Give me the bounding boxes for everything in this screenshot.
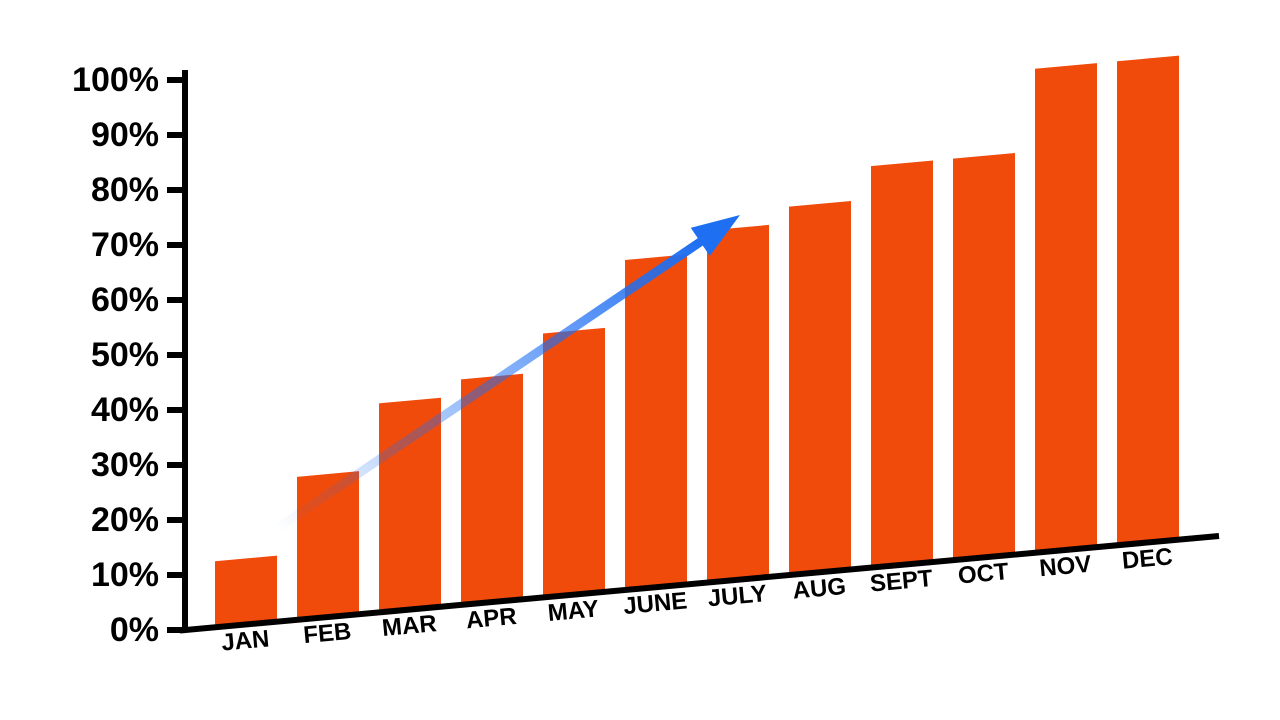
x-axis-label: MAY bbox=[547, 595, 600, 627]
y-axis: 0% 10% 20% 30% 40% 50% 60% 70% 80% 90% 100% bbox=[72, 61, 185, 649]
x-axis-label: DEC bbox=[1121, 543, 1174, 574]
chart-bar bbox=[379, 398, 441, 613]
chart-bar bbox=[1117, 56, 1179, 546]
y-axis-label: 90% bbox=[91, 116, 159, 154]
y-axis-label: 100% bbox=[72, 61, 159, 99]
chart-bar bbox=[707, 225, 769, 583]
y-axis-label: 10% bbox=[91, 556, 159, 594]
y-axis-label: 50% bbox=[91, 336, 159, 374]
chart-bars bbox=[215, 56, 1179, 628]
x-axis-label: FEB bbox=[302, 618, 352, 649]
chart-bar bbox=[625, 254, 687, 590]
x-axis-label: NOV bbox=[1038, 551, 1092, 583]
chart-bar bbox=[871, 161, 933, 568]
y-axis-label: 80% bbox=[91, 171, 159, 209]
chart-bar bbox=[789, 201, 851, 575]
y-axis-label: 70% bbox=[91, 226, 159, 264]
chart-bar bbox=[461, 374, 523, 605]
monthly-bar-chart: 0% 10% 20% 30% 40% 50% 60% 70% 80% 90% 100% JAN FEB… bbox=[0, 0, 1280, 720]
x-axis-label: AUG bbox=[792, 573, 848, 605]
y-axis-label: 20% bbox=[91, 501, 159, 539]
y-axis-label: 0% bbox=[110, 611, 159, 649]
x-axis-label: MAR bbox=[381, 610, 438, 642]
chart-bar bbox=[953, 153, 1015, 560]
y-axis-label: 60% bbox=[91, 281, 159, 319]
chart-bar bbox=[543, 328, 605, 598]
x-axis-label: JAN bbox=[220, 625, 270, 656]
x-axis-label: SEPT bbox=[869, 565, 934, 598]
x-axis-label: JUNE bbox=[622, 587, 688, 620]
chart-bar bbox=[215, 556, 277, 628]
x-axis-label: OCT bbox=[957, 558, 1010, 590]
y-axis-label: 30% bbox=[91, 446, 159, 484]
x-axis-label: JULY bbox=[707, 580, 768, 612]
chart-bar bbox=[1035, 63, 1097, 553]
y-axis-label: 40% bbox=[91, 391, 159, 429]
x-axis-label: APR bbox=[465, 603, 518, 634]
